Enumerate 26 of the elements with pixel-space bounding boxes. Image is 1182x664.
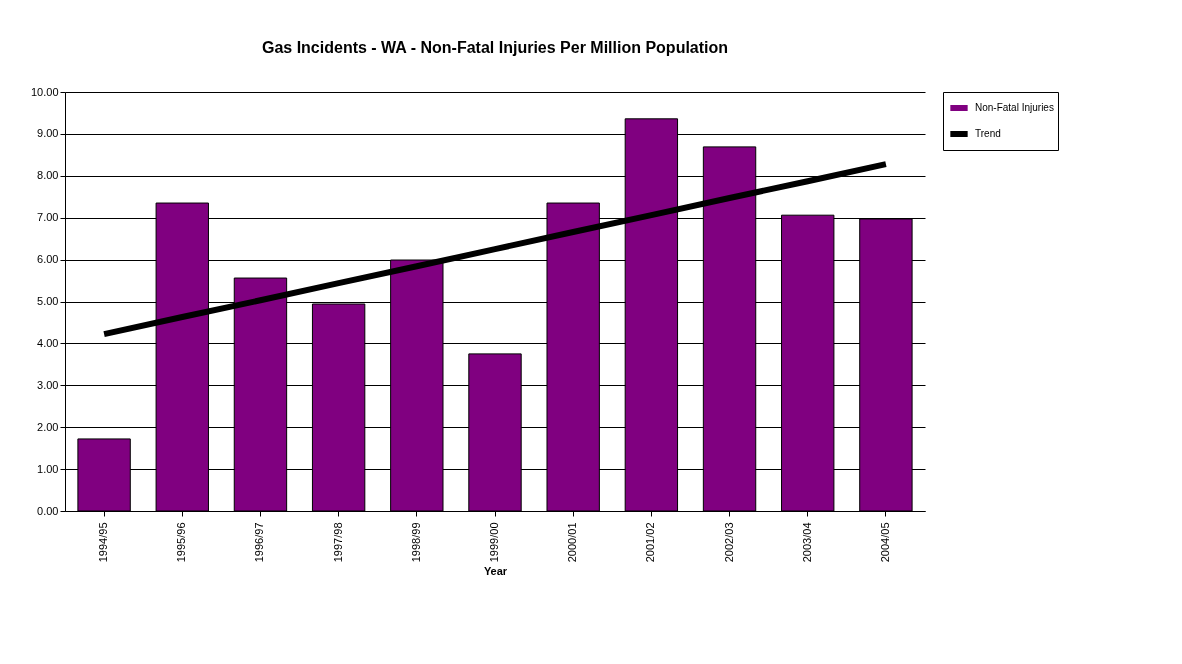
y-tick-label: 2.00 [37,420,59,433]
legend-label: Trend [975,128,1001,139]
y-tick-label: 10.00 [30,85,59,98]
x-tick-label: 2000/01 [566,522,579,563]
y-tick-label: 4.00 [37,336,59,349]
x-tick-label: 1997/98 [331,522,344,563]
y-tick-label: 6.00 [37,253,59,266]
y-tick-label: 1.00 [37,462,59,475]
y-tick-label: 0.00 [37,504,59,517]
x-tick-label: 2003/04 [800,522,813,563]
legend-label: Non-Fatal Injuries [975,102,1054,113]
x-tick-label: 1998/99 [409,522,422,563]
x-tick-label: 2004/05 [878,522,891,563]
x-tick-label: 2001/02 [644,522,657,563]
x-tick-label: 1994/95 [97,522,110,563]
y-tick-label: 8.00 [37,169,59,182]
x-axis-title: Year [483,565,508,578]
y-tick-label: 7.00 [37,211,59,224]
y-tick-label: 9.00 [37,127,59,140]
chart-title: Gas Incidents - WA - Non-Fatal Injuries Per Million Population [261,39,729,56]
x-tick-label: 1996/97 [253,522,266,563]
y-tick-label: 3.00 [37,378,59,391]
x-tick-label: 1999/00 [488,522,500,563]
x-tick-label: 1995/96 [175,522,188,563]
y-tick-label: 5.00 [37,295,59,307]
x-tick-label: 2002/03 [722,522,735,563]
